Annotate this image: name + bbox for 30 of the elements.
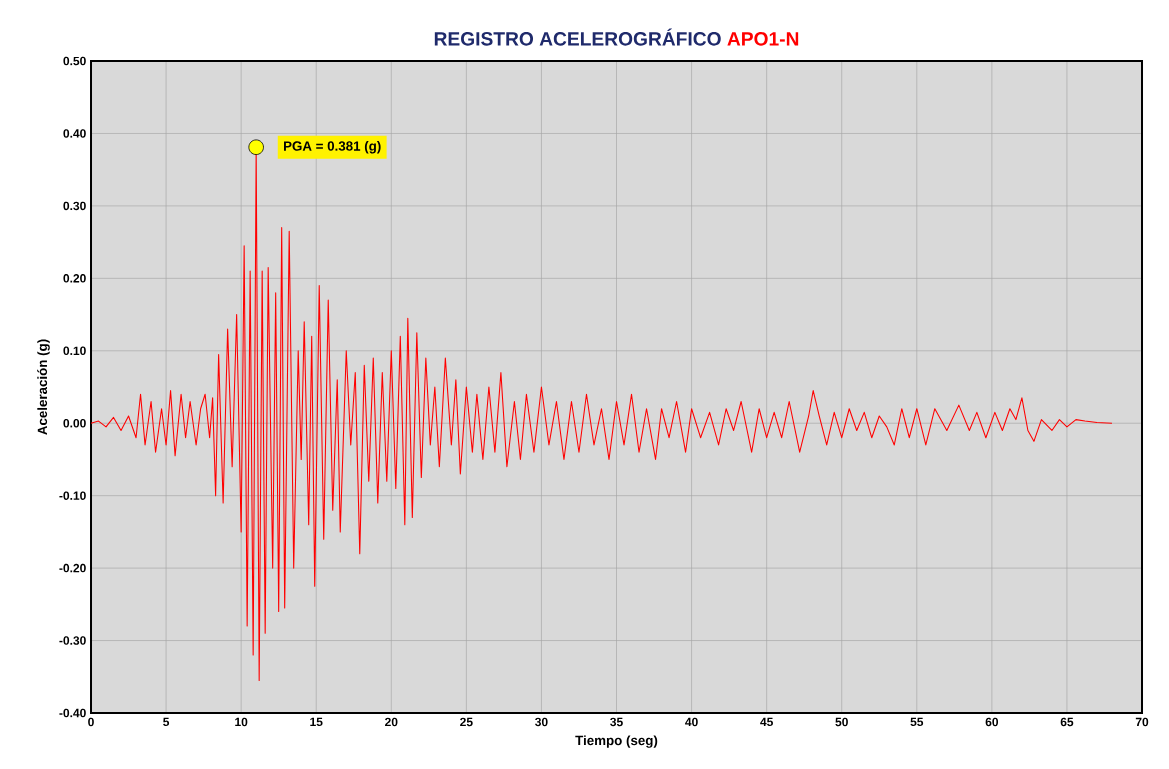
y-tick-label: 0.20 — [63, 274, 86, 283]
x-tick-label: 35 — [610, 717, 623, 727]
x-tick-label: 45 — [760, 717, 773, 727]
x-tick-label: 50 — [835, 717, 848, 727]
x-tick-label: 40 — [685, 717, 698, 727]
y-tick-label: 0.30 — [63, 201, 86, 211]
x-tick-label: 30 — [535, 717, 548, 727]
x-tick-label: 10 — [235, 717, 248, 727]
y-tick-label: 0.50 — [63, 56, 86, 66]
y-tick-label: 0.40 — [63, 129, 86, 138]
y-tick-label: 0.10 — [63, 346, 86, 356]
x-tick-label: 25 — [460, 717, 473, 727]
x-tick-label: 20 — [385, 717, 398, 727]
x-tick-label: 15 — [310, 717, 323, 727]
chart-subtitle: APO1-N — [727, 32, 799, 46]
x-tick-label: 70 — [1135, 717, 1149, 727]
x-tick-label: 65 — [1060, 717, 1074, 727]
y-tick-label: 0.00 — [63, 418, 86, 428]
x-tick-label: 60 — [985, 717, 999, 727]
chart-title: REGISTRO ACELEROGRÁFICO — [434, 28, 721, 46]
annotation: PGA = 0.381 (g) — [284, 140, 381, 154]
y-tick-label: -0.30 — [59, 636, 86, 645]
x-tick-label: 0 — [88, 717, 94, 727]
y-tick-label: -0.40 — [59, 708, 86, 718]
y-tick-label: -0.20 — [59, 563, 86, 573]
x-tick-label: 55 — [910, 717, 924, 727]
y-tick-label: -0.10 — [59, 491, 86, 500]
x-axis-title: Tiempo (seg) — [575, 735, 658, 748]
x-tick-label: 5 — [163, 717, 170, 727]
y-axis-title: Aceleración (g) — [37, 339, 50, 435]
